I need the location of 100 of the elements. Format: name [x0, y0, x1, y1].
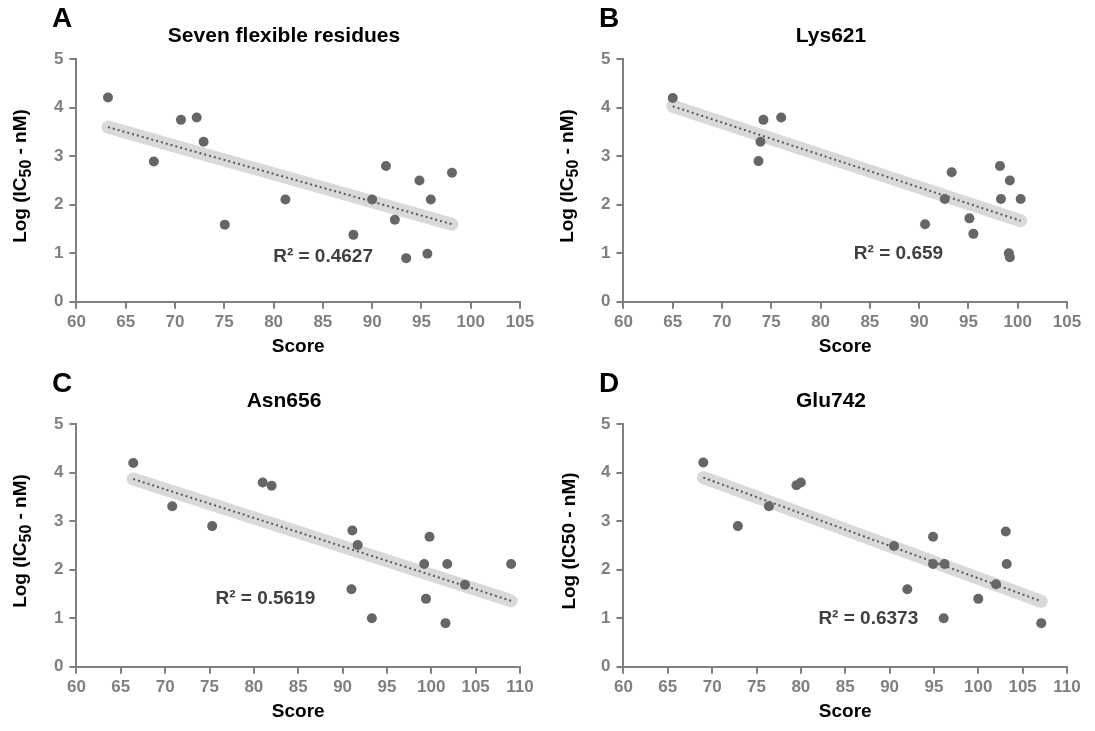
y-tick-label: 0 — [600, 291, 611, 311]
point — [758, 114, 769, 125]
x-tick-label: 100 — [417, 676, 446, 696]
point — [995, 193, 1006, 204]
point — [755, 136, 766, 147]
point — [420, 593, 431, 604]
text: C — [52, 367, 73, 399]
y-tick-label: 4 — [600, 462, 611, 482]
x-tick-label: 80 — [811, 311, 831, 331]
x-tick-label: 110 — [1053, 676, 1081, 696]
x-axis-title: Score — [271, 699, 325, 721]
point — [968, 228, 979, 239]
point — [257, 477, 268, 488]
point — [266, 480, 277, 491]
x-tick-label: 110 — [506, 676, 534, 696]
y-axis-title: Log (IC50 - nM) — [558, 472, 580, 610]
x-tick-label: 95 — [924, 676, 944, 696]
point — [698, 457, 709, 468]
x-tick-label: 60 — [613, 311, 633, 331]
y-tick-label: 5 — [53, 413, 64, 433]
x-tick-label: 90 — [880, 676, 900, 696]
point — [946, 167, 957, 178]
x-tick-label: 65 — [111, 676, 131, 696]
x-tick-label: 70 — [155, 676, 175, 696]
y-tick-label: 5 — [600, 48, 611, 68]
point — [366, 613, 377, 624]
x-tick-label: 85 — [313, 311, 333, 331]
x-tick-label: 90 — [909, 311, 929, 331]
point — [939, 558, 950, 569]
x-tick-label: 100 — [964, 676, 993, 696]
y-tick-label: 4 — [53, 462, 64, 482]
x-tick-label: 60 — [66, 311, 86, 331]
point — [776, 112, 787, 123]
chart-title: Seven flexible residues — [167, 23, 401, 47]
point — [506, 558, 517, 569]
point — [928, 531, 939, 542]
point — [964, 213, 975, 224]
x-tick-label: 90 — [333, 676, 353, 696]
point — [1015, 193, 1026, 204]
y-tick-label: 4 — [53, 97, 64, 117]
point — [207, 521, 218, 532]
x-tick-label: 105 — [461, 676, 490, 696]
point — [667, 93, 678, 104]
point — [795, 477, 806, 488]
point — [991, 579, 1002, 590]
y-tick-label: 1 — [53, 607, 64, 627]
point — [198, 136, 209, 147]
x-tick-label: 100 — [1003, 311, 1032, 331]
x-tick-label: 60 — [613, 676, 633, 696]
annotation: R² = 0.4627 — [273, 244, 373, 266]
point — [753, 156, 764, 167]
x-tick-label: 70 — [712, 311, 732, 331]
y-tick-label: 1 — [600, 242, 611, 262]
point — [219, 219, 230, 230]
x-tick-label: 80 — [264, 311, 284, 331]
point — [175, 114, 186, 125]
point — [128, 458, 139, 469]
y-tick-label: 3 — [600, 510, 611, 530]
y-tick-label: 3 — [53, 145, 64, 165]
x-tick-label: 100 — [456, 311, 485, 331]
point — [939, 193, 950, 204]
point — [902, 584, 913, 595]
y-tick-label: 4 — [600, 97, 611, 117]
y-tick-label: 0 — [600, 656, 611, 676]
x-tick-label: 105 — [1008, 676, 1037, 696]
point — [347, 525, 358, 536]
x-tick-label: 95 — [411, 311, 431, 331]
point — [994, 160, 1005, 171]
point — [401, 253, 412, 264]
point — [414, 175, 425, 186]
y-tick-label: 3 — [53, 510, 64, 530]
point — [380, 160, 391, 171]
y-tick-label: 2 — [600, 559, 611, 579]
x-tick-label: 70 — [165, 311, 185, 331]
point — [446, 167, 457, 178]
annotation: R² = 0.659 — [853, 241, 944, 263]
point — [1004, 175, 1015, 186]
annotation: R² = 0.6373 — [818, 606, 919, 628]
x-tick-label: 65 — [116, 311, 136, 331]
point — [460, 579, 470, 590]
point — [1000, 526, 1011, 537]
x-tick-label: 65 — [663, 311, 683, 331]
x-tick-label: 105 — [505, 311, 535, 331]
y-tick-label: 2 — [600, 194, 611, 214]
point — [973, 593, 984, 604]
point — [440, 618, 451, 629]
y-tick-label: 5 — [600, 413, 611, 433]
text: D — [599, 367, 620, 399]
x-tick-label: 85 — [288, 676, 308, 696]
point — [889, 540, 900, 551]
point — [367, 194, 378, 205]
x-tick-label: 60 — [66, 676, 86, 696]
point — [763, 501, 774, 512]
chart-title: Asn656 — [246, 388, 322, 412]
x-tick-label: 95 — [958, 311, 978, 331]
y-tick-label: 0 — [53, 291, 64, 311]
x-axis-title: Score — [271, 334, 325, 356]
y-tick-label: 3 — [600, 145, 611, 165]
y-tick-label: 0 — [53, 656, 64, 676]
y-tick-label: 2 — [53, 194, 64, 214]
